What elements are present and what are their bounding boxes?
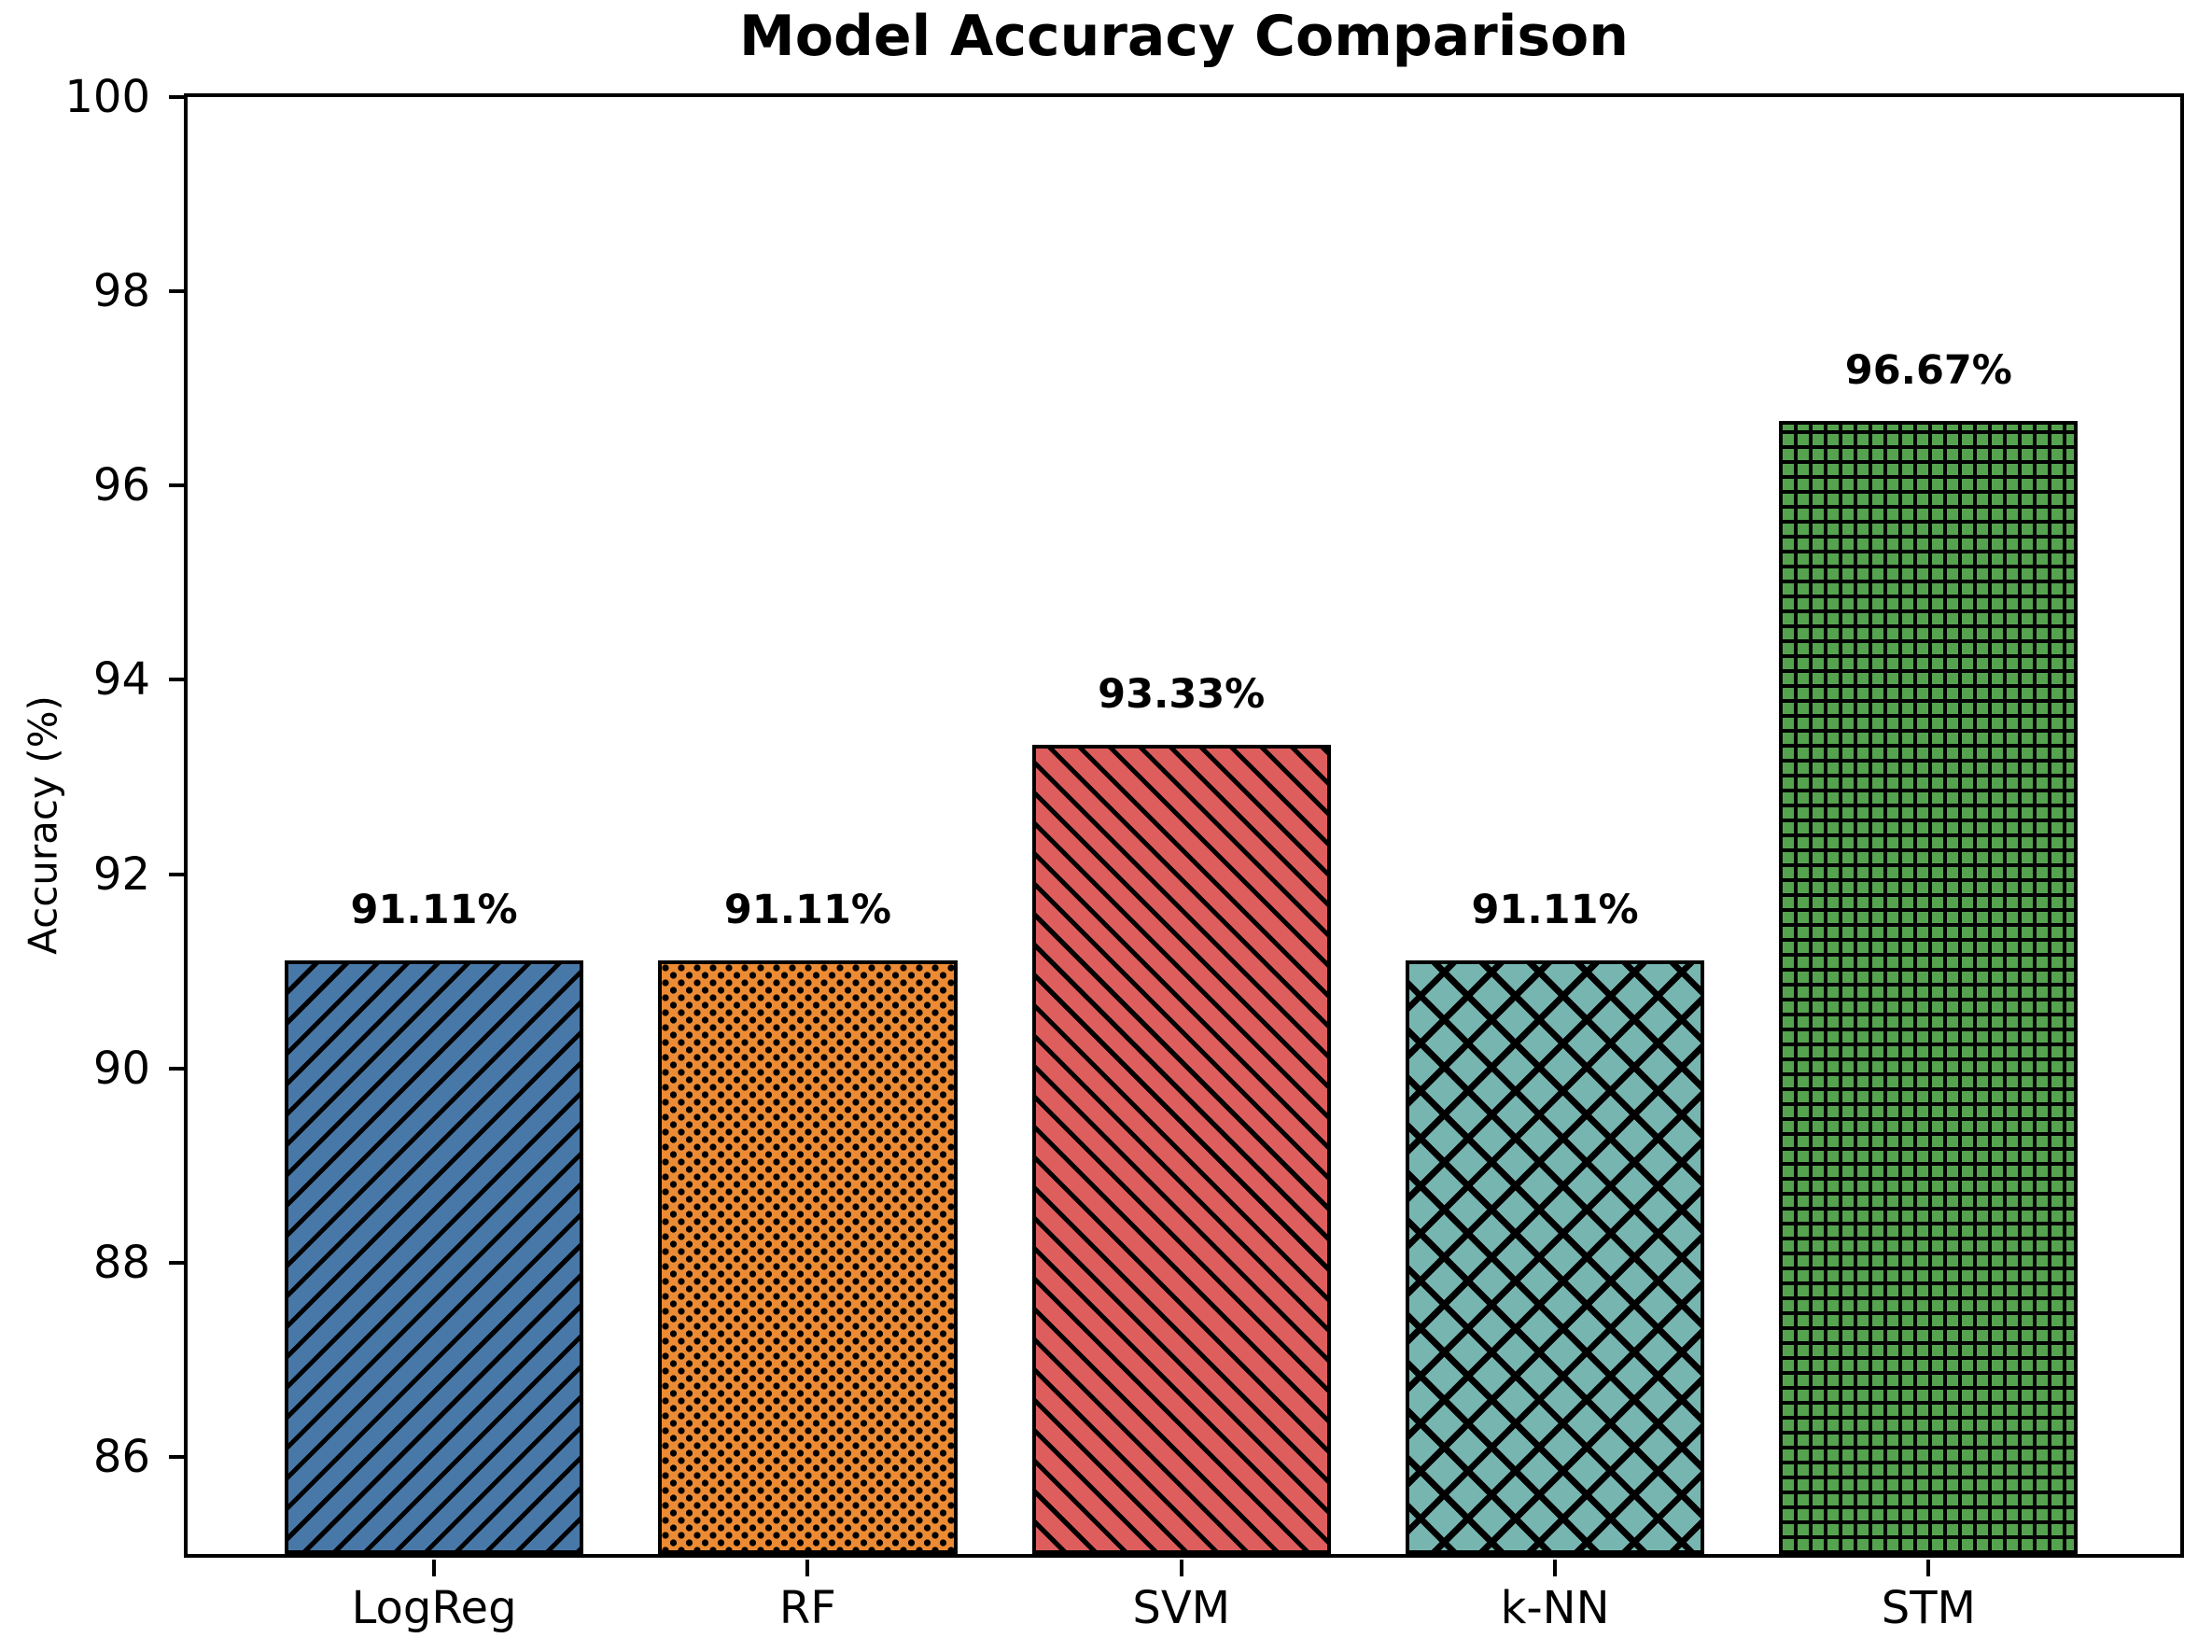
y-tick-label: 92 xyxy=(92,847,150,901)
x-tick-label-k-nn: k-NN xyxy=(1500,1582,1610,1634)
y-tick-mark xyxy=(169,1454,184,1459)
x-tick-mark xyxy=(805,1560,810,1576)
bar-value-label: 93.33% xyxy=(1098,671,1266,719)
y-tick-label: 96 xyxy=(92,459,150,512)
x-tick-label-stm: STM xyxy=(1881,1582,1976,1634)
x-tick-label-rf: RF xyxy=(778,1582,836,1634)
bar-stm xyxy=(1779,420,2079,1554)
bar-value-label: 96.67% xyxy=(1844,346,2012,394)
chart-title: Model Accuracy Comparison xyxy=(739,4,1629,69)
x-tick-label-logreg: LogReg xyxy=(351,1582,517,1634)
y-tick-mark xyxy=(169,1066,184,1071)
y-tick-label: 88 xyxy=(92,1236,150,1289)
bar-value-label: 91.11% xyxy=(723,887,891,934)
y-tick-mark xyxy=(169,289,184,294)
y-tick-mark xyxy=(169,95,184,99)
x-tick-mark xyxy=(432,1560,437,1576)
x-tick-mark xyxy=(1553,1560,1558,1576)
bar-value-label: 91.11% xyxy=(350,887,518,934)
bar-svm xyxy=(1031,745,1331,1554)
bar-k-nn xyxy=(1405,960,1705,1554)
bar-value-label: 91.11% xyxy=(1471,887,1639,934)
y-tick-mark xyxy=(169,678,184,682)
x-tick-mark xyxy=(1179,1560,1183,1576)
y-tick-label: 90 xyxy=(92,1042,150,1095)
y-tick-label: 98 xyxy=(92,265,150,318)
y-tick-label: 86 xyxy=(92,1430,150,1483)
y-tick-mark xyxy=(169,483,184,488)
y-tick-label: 100 xyxy=(64,71,150,123)
y-axis-label: Accuracy (%) xyxy=(20,695,66,955)
y-tick-mark xyxy=(169,1260,184,1265)
x-tick-label-svm: SVM xyxy=(1132,1582,1231,1634)
plot-area: 86 88 90 92 94 96 98 100 91.11% LogReg 91.11% RF 93.… xyxy=(64,75,2184,1631)
x-tick-mark xyxy=(1926,1560,1931,1576)
bar-logreg xyxy=(284,960,584,1554)
bar-rf xyxy=(658,960,958,1554)
y-tick-mark xyxy=(169,872,184,876)
y-tick-label: 94 xyxy=(92,653,150,707)
